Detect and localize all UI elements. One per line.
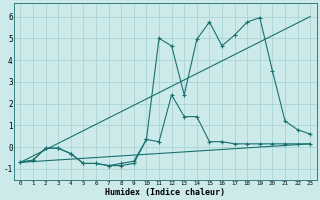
X-axis label: Humidex (Indice chaleur): Humidex (Indice chaleur) [105,188,225,197]
